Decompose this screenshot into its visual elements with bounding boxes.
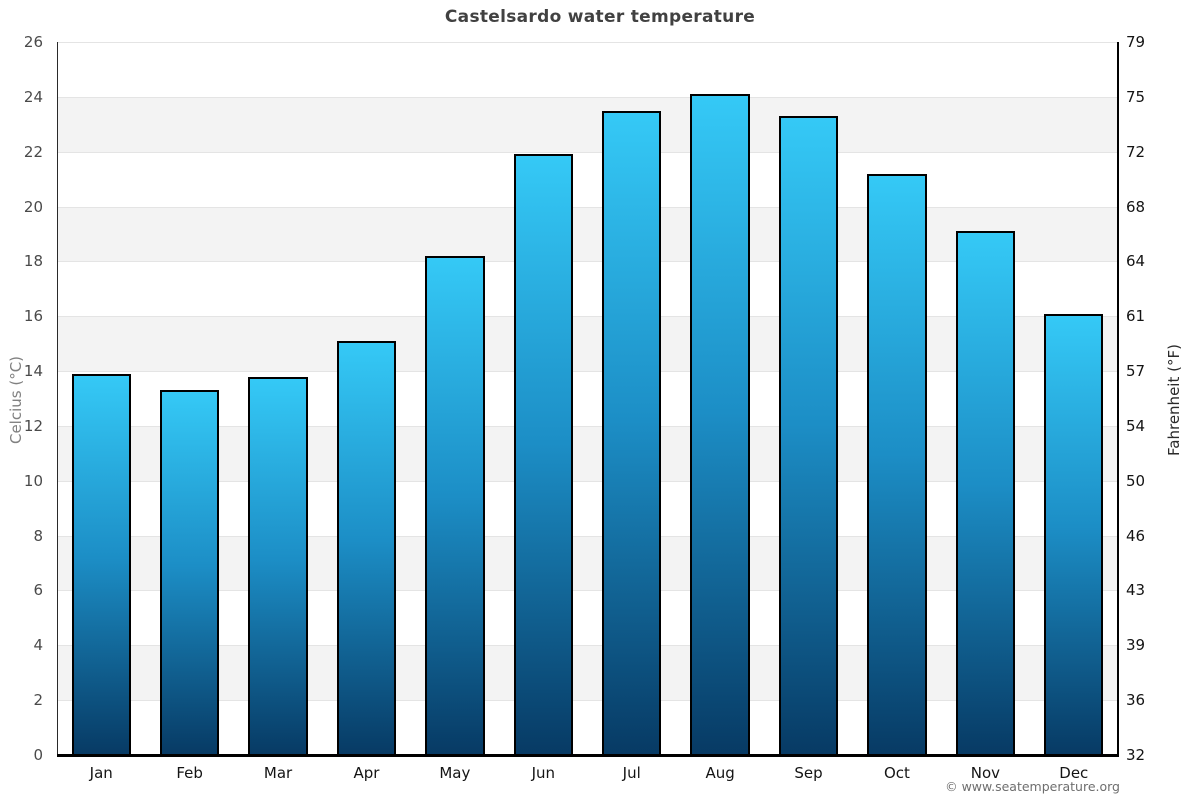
bottom-axis-line [57,754,1119,757]
bar-jul [602,110,662,755]
fahrenheit-tick-32: 32 [1126,746,1146,764]
celsius-tick-8: 8 [33,526,43,545]
celsius-tick-18: 18 [23,252,43,271]
bar-oct [867,173,927,755]
background-band [57,700,1118,755]
background-band [57,645,1118,701]
celsius-tick-4: 4 [33,636,43,655]
fahrenheit-tick-79: 79 [1126,33,1146,51]
month-tick-mar: Mar [263,764,293,782]
right-axis-line [1117,42,1119,755]
bar-aug [690,94,750,755]
month-tick-may: May [439,764,471,782]
gridline [57,42,1118,43]
gridline [57,96,1118,98]
background-band [57,425,1118,481]
celsius-tick-2: 2 [33,691,43,710]
background-band [57,316,1118,372]
celsius-tick-24: 24 [23,87,43,106]
right-axis-title: Fahrenheit (°F) [1165,344,1183,456]
month-tick-dec: Dec [1059,764,1089,782]
fahrenheit-tick-54: 54 [1126,416,1146,435]
celsius-tick-10: 10 [23,471,43,490]
month-tick-jul: Jul [622,764,641,782]
celsius-tick-12: 12 [23,416,43,435]
fahrenheit-tick-46: 46 [1126,526,1146,545]
celsius-tick-6: 6 [33,581,43,600]
chart-title: Castelsardo water temperature [444,7,756,27]
fahrenheit-tick-50: 50 [1126,471,1146,490]
background-band [57,535,1118,591]
background-band [57,261,1118,317]
bar-nov [955,231,1016,755]
month-tick-aug: Aug [705,764,735,782]
fahrenheit-tick-72: 72 [1126,142,1146,161]
gridline [57,316,1118,318]
plot-area [57,42,1118,755]
fahrenheit-tick-68: 68 [1126,197,1146,216]
month-tick-labels: Jan Feb Mar Apr May Jun Jul Aug Sep Oct Nov Dec [57,760,1118,790]
gridline [57,700,1118,702]
gridline [57,645,1118,647]
background-band [57,206,1118,262]
background-band [57,371,1118,426]
background-band [57,590,1118,646]
left-axis-title: Celcius (°C) [7,355,25,445]
background-band [57,151,1118,207]
gridline [57,151,1118,153]
fahrenheit-tick-labels: 32 36 39 43 46 50 54 57 61 64 68 72 75 79 [1126,33,1172,764]
bar-mar [248,376,308,755]
month-tick-jun: Jun [531,764,555,782]
month-tick-oct: Oct [883,764,910,782]
celsius-tick-20: 20 [23,197,43,216]
month-tick-apr: Apr [353,764,380,782]
gridline [57,425,1118,427]
bar-jun [513,154,573,755]
celsius-tick-14: 14 [23,362,43,381]
gridline [57,371,1118,373]
copyright-credit: © www.seatemperature.org [945,779,1120,794]
celsius-tick-22: 22 [23,142,43,161]
bar-may [425,255,485,755]
month-tick-feb: Feb [176,764,203,782]
gridline [57,206,1118,208]
fahrenheit-tick-39: 39 [1126,636,1146,655]
gridline [57,480,1118,482]
fahrenheit-tick-43: 43 [1126,581,1146,600]
background-band [57,96,1118,152]
bar-jan [71,373,131,755]
gridline [57,590,1118,592]
fahrenheit-tick-64: 64 [1126,252,1146,271]
fahrenheit-tick-57: 57 [1126,362,1146,381]
gridline [57,535,1118,537]
celsius-tick-labels: 0 2 4 6 8 10 12 14 16 18 20 22 24 26 [0,33,50,764]
bar-feb [159,390,220,755]
left-axis-line [57,42,58,755]
month-tick-nov: Nov [970,764,1001,782]
celsius-tick-16: 16 [23,307,43,326]
month-tick-sep: Sep [794,764,823,782]
background-band [57,42,1118,97]
bar-apr [336,340,397,755]
background-band [57,480,1118,536]
fahrenheit-tick-36: 36 [1126,691,1146,710]
fahrenheit-tick-75: 75 [1126,87,1146,106]
bar-dec [1044,313,1104,755]
celsius-tick-0: 0 [33,746,43,764]
bar-sep [778,116,839,755]
fahrenheit-tick-61: 61 [1126,307,1146,326]
celsius-tick-26: 26 [23,33,43,51]
gridline [57,261,1118,263]
month-tick-jan: Jan [89,764,113,782]
